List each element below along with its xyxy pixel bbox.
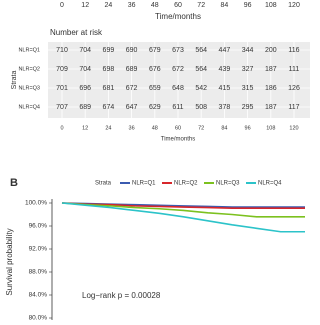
- risk-count: 117: [288, 104, 299, 111]
- strata-label: NLR=Q3: [18, 85, 40, 91]
- risk-count: 564: [195, 47, 207, 54]
- x-tick-label: 108: [266, 125, 275, 131]
- risk-count: 689: [126, 66, 138, 73]
- risk-count: 709: [56, 66, 68, 73]
- risk-count: 111: [289, 66, 300, 73]
- x-tick-label: 48: [152, 125, 158, 131]
- x-tick-label: 36: [128, 2, 136, 9]
- survival-curve: [61, 202, 305, 209]
- risk-count: 679: [149, 47, 161, 54]
- y-tick-label: 88.0%: [29, 269, 48, 276]
- risk-count: 673: [172, 47, 184, 54]
- risk-count: 378: [219, 104, 231, 111]
- y-tick-label: 84.0%: [29, 292, 48, 299]
- risk-count: 344: [242, 47, 254, 54]
- risk-count: 186: [265, 85, 277, 92]
- risk-count: 415: [219, 85, 231, 92]
- risk-count: 611: [172, 104, 183, 111]
- risk-count: 126: [288, 85, 300, 92]
- risk-count: 681: [103, 85, 115, 92]
- y-axis-label: Strata: [11, 71, 18, 90]
- risk-count: 564: [195, 66, 207, 73]
- risk-count: 659: [149, 85, 161, 92]
- y-tick-label: 100.0%: [25, 200, 47, 207]
- x-tick-label: 0: [60, 2, 64, 9]
- x-tick-label: 120: [288, 2, 300, 9]
- x-tick-label: 120: [289, 125, 298, 131]
- risk-count: 696: [79, 85, 91, 92]
- y-tick-label: 96.0%: [29, 223, 48, 230]
- legend-label: NLR=Q3: [216, 181, 240, 187]
- risk-count: 187: [265, 66, 277, 73]
- x-tick-label: 84: [221, 125, 227, 131]
- risk-count: 690: [126, 47, 138, 54]
- x-axis-label: Time/months: [161, 137, 195, 143]
- risk-count: 629: [149, 104, 161, 111]
- risk-count: 672: [172, 66, 184, 73]
- x-tick-label: 48: [151, 2, 159, 9]
- strata-label: NLR=Q4: [18, 104, 40, 110]
- legend-label: NLR=Q2: [174, 181, 198, 187]
- legend-label: NLR=Q4: [258, 181, 282, 187]
- y-tick-label: 80.0%: [29, 315, 48, 320]
- risk-count: 200: [265, 47, 277, 54]
- survival-curve: [61, 202, 305, 218]
- risk-count: 676: [149, 66, 161, 73]
- risk-count: 327: [242, 66, 254, 73]
- x-tick-label: 12: [82, 125, 88, 131]
- risk-count: 710: [56, 47, 68, 54]
- risk-count: 672: [126, 85, 138, 92]
- x-tick-label: 24: [105, 125, 111, 131]
- risk-count: 674: [103, 104, 115, 111]
- x-tick-label: 24: [105, 2, 113, 9]
- x-tick-label: 96: [245, 125, 251, 131]
- x-tick-label: 0: [60, 125, 63, 131]
- risk-count: 295: [242, 104, 254, 111]
- x-tick-label: 36: [129, 125, 135, 131]
- risk-count: 439: [219, 66, 231, 73]
- x-tick-label: 12: [81, 2, 89, 9]
- legend-title: Strata: [95, 181, 112, 187]
- table-panel: [48, 42, 310, 118]
- risk-count: 542: [195, 85, 207, 92]
- risk-count: 116: [288, 47, 299, 54]
- risk-count: 647: [126, 104, 138, 111]
- risk-count: 707: [56, 104, 68, 111]
- x-tick-label: 108: [265, 2, 277, 9]
- survival-curve: [61, 202, 305, 233]
- strata-label: NLR=Q1: [18, 47, 40, 53]
- x-tick-label: 72: [197, 2, 205, 9]
- x-tick-label: 60: [174, 2, 182, 9]
- risk-count: 701: [56, 85, 68, 92]
- risk-count: 704: [79, 66, 91, 73]
- x-tick-label: 96: [244, 2, 252, 9]
- risk-count: 315: [242, 85, 254, 92]
- table-title: Number at risk: [50, 28, 103, 37]
- x-tick-label: 60: [175, 125, 181, 131]
- legend-label: NLR=Q1: [132, 181, 156, 187]
- y-axis-label: Survival probability: [5, 228, 14, 295]
- panel-label: B: [10, 177, 18, 189]
- y-tick-label: 92.0%: [29, 246, 48, 253]
- risk-count: 689: [79, 104, 91, 111]
- strata-label: NLR=Q2: [18, 66, 40, 72]
- annotation: Log−rank p = 0.00028: [82, 291, 161, 300]
- risk-count: 698: [103, 66, 115, 73]
- risk-count: 508: [195, 104, 207, 111]
- risk-count: 704: [79, 47, 91, 54]
- risk-count: 699: [103, 47, 115, 54]
- risk-count: 187: [265, 104, 277, 111]
- x-axis-label: Time/months: [155, 12, 201, 21]
- risk-count: 447: [219, 47, 231, 54]
- x-tick-label: 84: [221, 2, 229, 9]
- x-tick-label: 72: [198, 125, 204, 131]
- risk-count: 648: [172, 85, 184, 92]
